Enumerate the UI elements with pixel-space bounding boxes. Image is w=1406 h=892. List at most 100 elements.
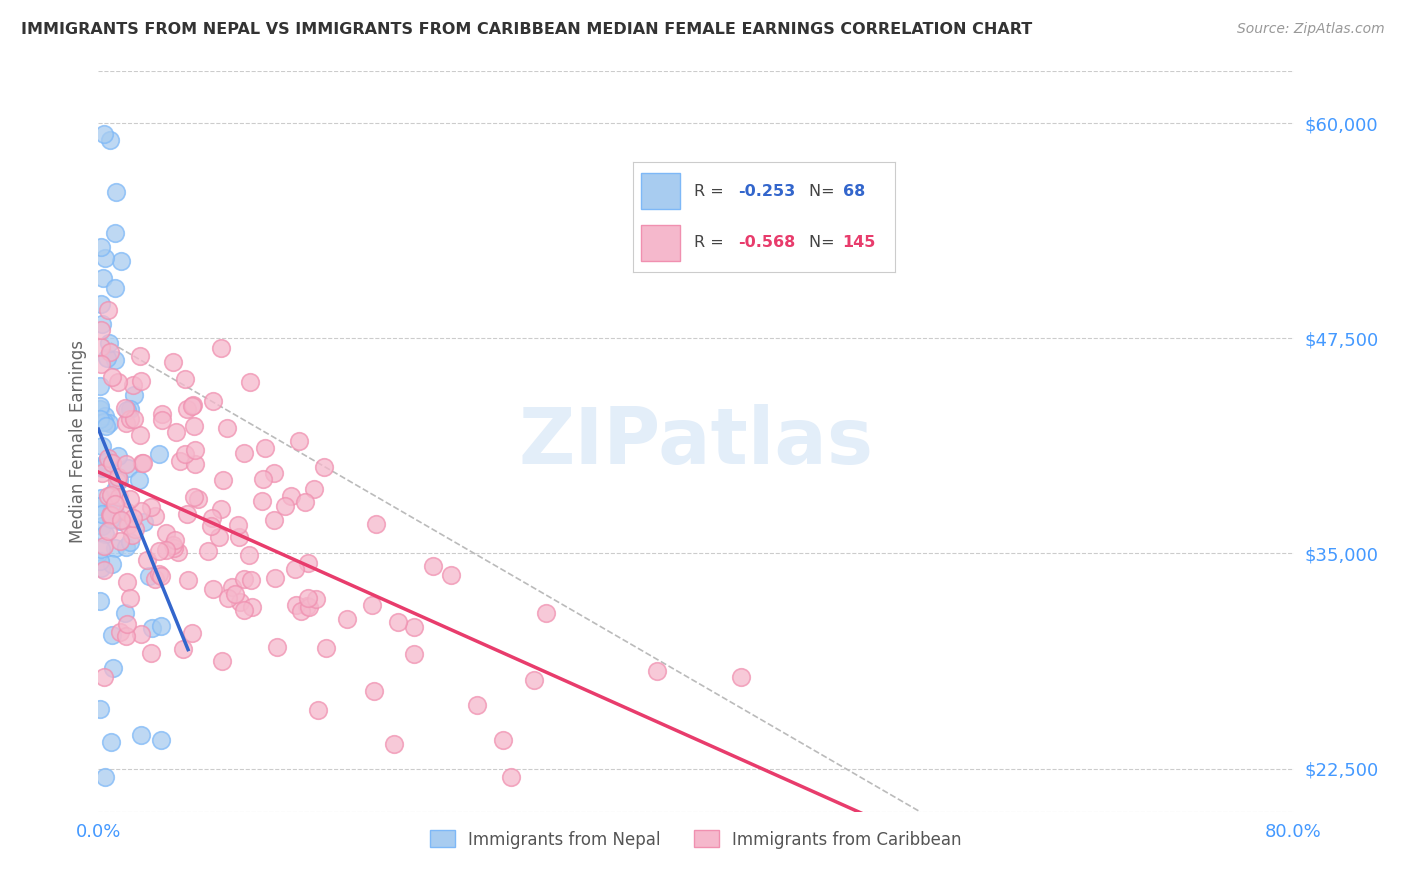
Point — [105, 474, 128, 488]
Point — [302, 482, 325, 496]
Point — [181, 398, 204, 412]
Point — [280, 489, 302, 503]
Point — [114, 401, 136, 416]
Text: N=: N= — [808, 184, 839, 199]
Point — [152, 413, 174, 427]
Point — [200, 519, 222, 533]
Point — [96, 453, 118, 467]
Point — [238, 548, 260, 562]
Point — [101, 628, 124, 642]
Point — [155, 525, 177, 540]
Point — [208, 530, 231, 544]
Point — [298, 600, 321, 615]
Point — [523, 673, 546, 687]
Point — [141, 621, 163, 635]
Point — [120, 591, 142, 605]
Point — [645, 664, 668, 678]
Point — [120, 412, 142, 426]
Point — [143, 572, 166, 586]
Point — [97, 450, 120, 465]
Point — [117, 403, 139, 417]
Point — [98, 133, 122, 147]
Point — [108, 473, 131, 487]
Point — [382, 737, 405, 751]
Point — [155, 543, 177, 558]
Text: 145: 145 — [842, 235, 876, 251]
Point — [90, 357, 112, 371]
Point — [131, 728, 153, 742]
Y-axis label: Median Female Earnings: Median Female Earnings — [69, 340, 87, 543]
Point — [101, 661, 124, 675]
Point — [180, 626, 202, 640]
Point — [217, 591, 239, 606]
Point — [263, 513, 285, 527]
Point — [209, 502, 232, 516]
Point — [105, 185, 128, 199]
Point — [104, 281, 127, 295]
Point — [94, 457, 117, 471]
Point — [100, 370, 122, 384]
Text: N=: N= — [808, 235, 839, 251]
Point — [121, 511, 143, 525]
Point — [176, 507, 198, 521]
Point — [107, 375, 129, 389]
Point — [221, 580, 243, 594]
Point — [162, 355, 184, 369]
Point — [122, 412, 145, 426]
Point — [103, 506, 125, 520]
Point — [163, 541, 186, 555]
Point — [96, 419, 118, 434]
Bar — [641, 225, 681, 260]
Point — [100, 512, 122, 526]
Point — [274, 499, 297, 513]
Point — [131, 456, 153, 470]
Point — [224, 587, 246, 601]
Point — [98, 454, 121, 468]
Point — [120, 401, 142, 416]
Legend: Immigrants from Nepal, Immigrants from Caribbean: Immigrants from Nepal, Immigrants from C… — [423, 823, 969, 855]
Point — [288, 434, 311, 448]
Text: 68: 68 — [842, 184, 865, 199]
Point — [94, 461, 117, 475]
Point — [117, 461, 139, 475]
Point — [89, 402, 111, 417]
Point — [93, 670, 115, 684]
Point — [129, 626, 152, 640]
Point — [93, 127, 115, 141]
Point — [100, 501, 122, 516]
Point — [90, 340, 112, 354]
Point — [91, 460, 114, 475]
Point — [312, 459, 335, 474]
Point — [197, 543, 219, 558]
Point — [264, 571, 287, 585]
Point — [97, 489, 120, 503]
Point — [94, 409, 117, 423]
Text: -0.568: -0.568 — [738, 235, 796, 251]
Bar — [641, 173, 681, 210]
Point — [284, 598, 307, 612]
Text: R =: R = — [693, 184, 728, 199]
Point — [169, 454, 191, 468]
Point — [93, 770, 115, 784]
Point — [138, 569, 160, 583]
Point — [100, 488, 122, 502]
Point — [252, 472, 274, 486]
Point — [89, 499, 111, 513]
Point — [253, 442, 276, 456]
Point — [97, 335, 120, 350]
Point — [114, 606, 136, 620]
Point — [122, 378, 145, 392]
Point — [94, 527, 117, 541]
Point — [165, 425, 187, 439]
Point — [100, 735, 122, 749]
Point — [128, 427, 150, 442]
Point — [118, 534, 141, 549]
Point — [307, 703, 329, 717]
Point — [89, 378, 111, 392]
Point — [132, 456, 155, 470]
Point — [101, 457, 124, 471]
Point — [167, 544, 190, 558]
Point — [139, 646, 162, 660]
Point — [363, 683, 385, 698]
Point — [98, 345, 121, 359]
